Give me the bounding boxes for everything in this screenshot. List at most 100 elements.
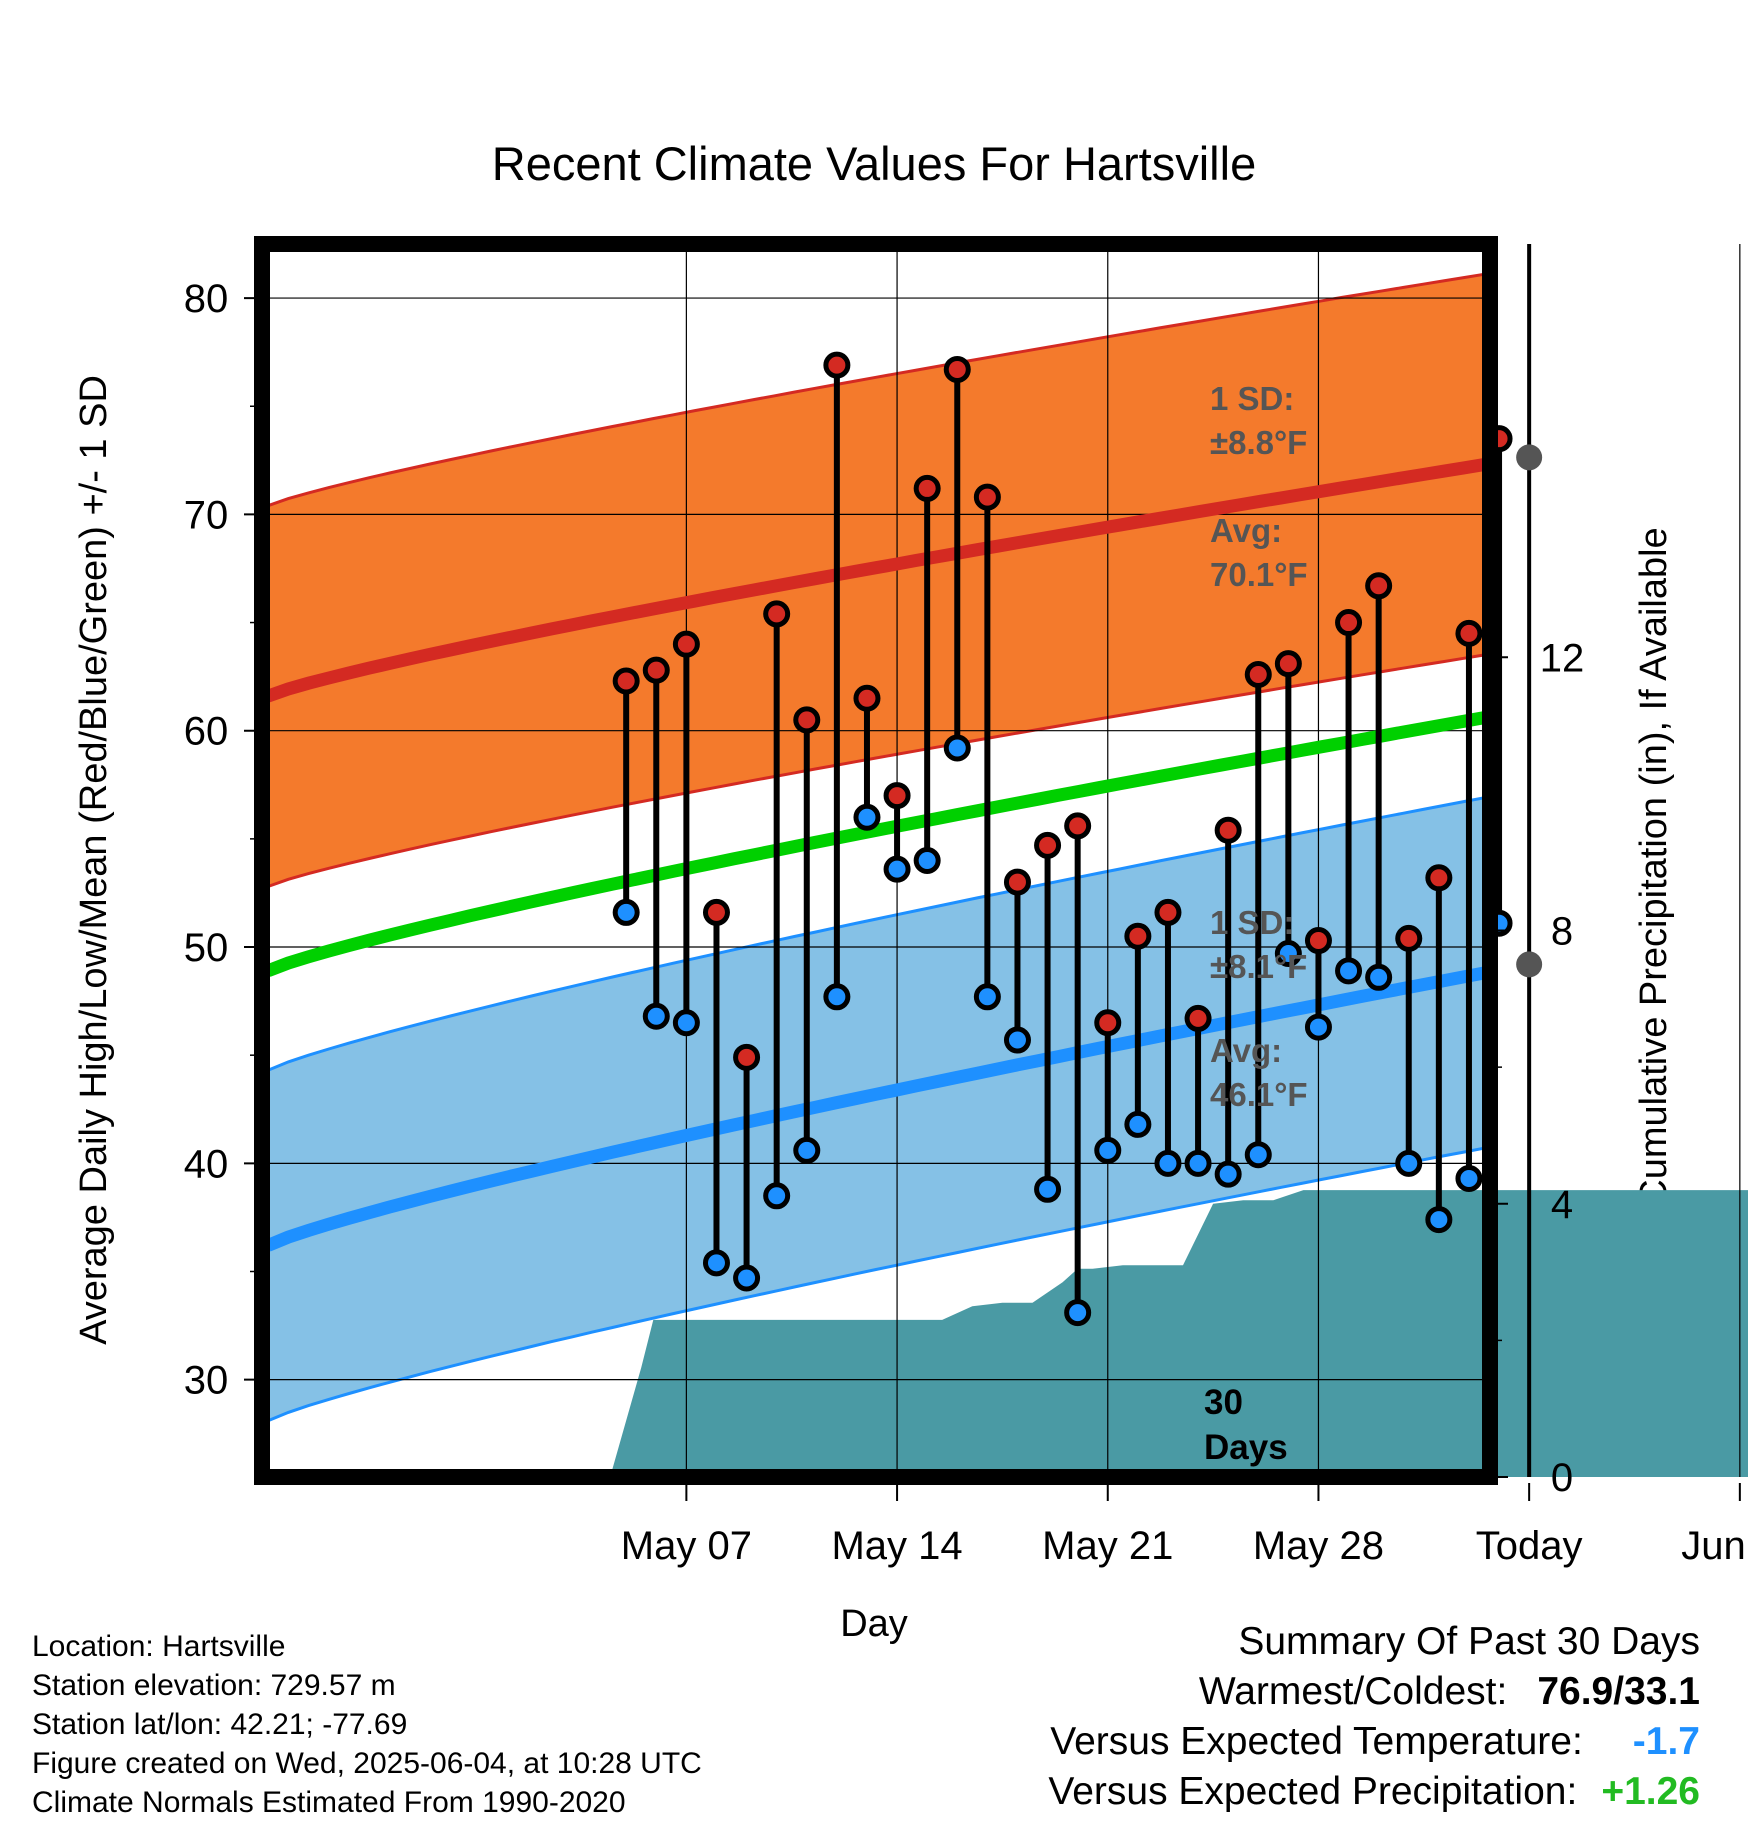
low-band-upper-edge bbox=[267, 796, 1485, 1072]
high-avg-value: 70.1°F bbox=[1210, 556, 1308, 593]
low-band-lower-edge bbox=[267, 1146, 1485, 1423]
info-location: Location: Hartsville bbox=[32, 1630, 286, 1663]
daily-low-point bbox=[1455, 1164, 1483, 1192]
y-tick-label: 50 bbox=[184, 926, 229, 970]
daily-low-point bbox=[1365, 963, 1393, 991]
daily-low-point bbox=[1184, 1149, 1212, 1177]
y2-axis-label: Cumulative Precipitation (in), If Availa… bbox=[1633, 527, 1675, 1206]
summary-temp-label: Versus Expected Temperature: bbox=[1050, 1720, 1583, 1763]
low-avg-value: 46.1°F bbox=[1210, 1076, 1308, 1113]
daily-high-point bbox=[1395, 924, 1423, 952]
daily-high-point bbox=[672, 630, 700, 658]
daily-high-point bbox=[1064, 812, 1092, 840]
summary-warmest: Warmest/Coldest: 76.9/33.1 bbox=[1199, 1670, 1700, 1714]
chart-title: Recent Climate Values For Hartsville bbox=[492, 137, 1256, 190]
summary-title: Summary Of Past 30 Days bbox=[1238, 1620, 1700, 1663]
high-sd-band bbox=[268, 274, 1484, 887]
daily-low-point bbox=[1154, 1149, 1182, 1177]
summary-temp: Versus Expected Temperature: -1.7 bbox=[1050, 1720, 1700, 1764]
daily-low-point bbox=[1304, 1013, 1332, 1041]
daily-low-point bbox=[702, 1249, 730, 1277]
info-normals: Climate Normals Estimated From 1990-2020 bbox=[32, 1786, 626, 1819]
x-tick-label: Jun 11 bbox=[1681, 1524, 1748, 1568]
daily-low-point bbox=[883, 855, 911, 883]
high-band-lower-edge bbox=[267, 653, 1485, 888]
daily-high-point bbox=[642, 656, 670, 684]
y-tick-label: 60 bbox=[184, 710, 229, 754]
summary-warmest-label: Warmest/Coldest: bbox=[1198, 1670, 1508, 1713]
daily-low-point bbox=[763, 1182, 791, 1210]
daily-high-point bbox=[1184, 1004, 1212, 1032]
high-band-upper-edge bbox=[267, 272, 1485, 508]
daily-low-point bbox=[642, 1002, 670, 1030]
daily-low-point bbox=[733, 1264, 761, 1292]
daily-low-point bbox=[793, 1136, 821, 1164]
daily-high-point bbox=[1335, 609, 1363, 637]
summary-temp-value: -1.7 bbox=[1632, 1720, 1700, 1763]
daily-low-point bbox=[672, 1009, 700, 1037]
daily-low-point bbox=[853, 803, 881, 831]
daily-low-point bbox=[943, 734, 971, 762]
daily-low-point bbox=[1395, 1149, 1423, 1177]
plot-frame bbox=[254, 236, 1498, 1485]
x-tick-label: May 28 bbox=[1253, 1524, 1384, 1568]
y2-tick-label: 8 bbox=[1551, 910, 1573, 954]
daily-high-point bbox=[913, 474, 941, 502]
today-high-avg-dot bbox=[1516, 444, 1543, 471]
daily-high-point bbox=[733, 1043, 761, 1071]
x-tick-label: May 21 bbox=[1042, 1524, 1173, 1568]
low-sd-band bbox=[268, 797, 1484, 1421]
daily-low-point bbox=[1094, 1136, 1122, 1164]
low-avg-label: Avg: bbox=[1210, 1032, 1282, 1069]
daily-high-point bbox=[853, 684, 881, 712]
high-sd-value: ±8.8°F bbox=[1210, 424, 1307, 461]
x-tick-label: Today bbox=[1476, 1524, 1583, 1568]
days-count-label: 30 bbox=[1204, 1383, 1243, 1422]
y2-tick-label: 12 bbox=[1540, 636, 1585, 680]
y2-tick-label: 4 bbox=[1551, 1183, 1573, 1227]
x-axis-label: Day bbox=[840, 1603, 908, 1645]
daily-high-point bbox=[1304, 927, 1332, 955]
daily-high-point bbox=[1094, 1009, 1122, 1037]
daily-high-point bbox=[1244, 660, 1272, 688]
plot-border bbox=[254, 236, 1498, 1485]
daily-high-point bbox=[1034, 831, 1062, 859]
normal-bands bbox=[267, 272, 1485, 1423]
info-created: Figure created on Wed, 2025-06-04, at 10… bbox=[32, 1747, 702, 1780]
daily-high-point bbox=[1274, 650, 1302, 678]
high-avg-label: Avg: bbox=[1210, 512, 1282, 549]
low-sd-label: 1 SD: bbox=[1210, 904, 1294, 941]
y-tick-label: 80 bbox=[184, 277, 229, 321]
daily-low-point bbox=[1335, 957, 1363, 985]
y-axis-label: Average Daily High/Low/Mean (Red/Blue/Gr… bbox=[73, 375, 115, 1345]
daily-temperature-marks bbox=[612, 351, 1513, 1327]
summary-precip: Versus Expected Precipitation: +1.26 bbox=[1048, 1770, 1700, 1814]
daily-high-point bbox=[702, 898, 730, 926]
daily-low-point bbox=[1034, 1175, 1062, 1203]
normal-high-line bbox=[265, 458, 1486, 703]
y-tick-label: 70 bbox=[184, 493, 229, 537]
low-sd-value: ±8.1°F bbox=[1210, 948, 1307, 985]
daily-high-point bbox=[1154, 898, 1182, 926]
daily-low-point bbox=[612, 898, 640, 926]
annotation-labels: 1 SD: ±8.8°F Avg: 70.1°F 1 SD: ±8.1°F Av… bbox=[1210, 380, 1308, 1113]
daily-low-point bbox=[1244, 1141, 1272, 1169]
daily-low-point bbox=[1425, 1206, 1453, 1234]
daily-high-point bbox=[883, 782, 911, 810]
normal-lines bbox=[265, 244, 1543, 1477]
daily-low-point bbox=[1124, 1110, 1152, 1138]
info-latlon: Station lat/lon: 42.21; -77.69 bbox=[32, 1708, 408, 1741]
high-sd-label: 1 SD: bbox=[1210, 380, 1294, 417]
x-tick-label: May 14 bbox=[831, 1524, 962, 1568]
daily-high-point bbox=[1124, 922, 1152, 950]
cumulative-precipitation-area bbox=[611, 1190, 1748, 1477]
daily-high-point bbox=[763, 600, 791, 628]
daily-low-point bbox=[1274, 940, 1302, 968]
daily-high-point bbox=[1365, 572, 1393, 600]
normal-low-line bbox=[265, 966, 1486, 1252]
daily-high-point bbox=[1425, 864, 1453, 892]
daily-high-point bbox=[943, 355, 971, 383]
y-tick-label: 30 bbox=[184, 1359, 229, 1403]
y-tick-label: 40 bbox=[184, 1142, 229, 1186]
